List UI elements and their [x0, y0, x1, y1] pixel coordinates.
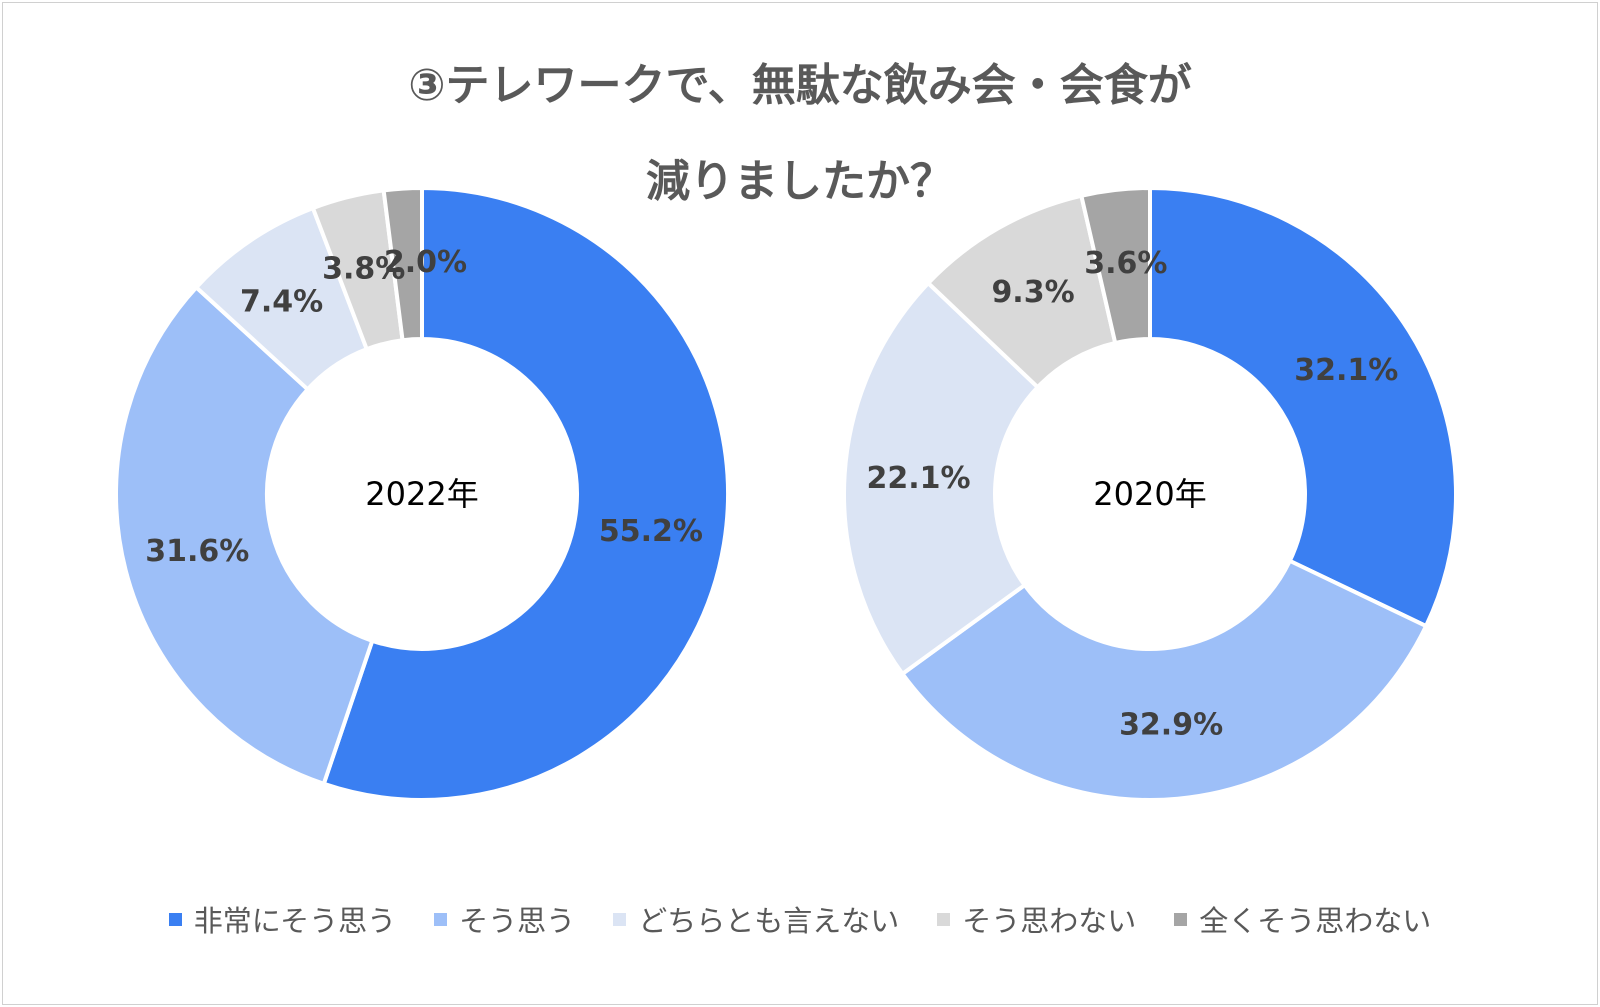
data-label: 7.4% — [240, 285, 323, 320]
legend: 非常にそう思う そう思う どちらとも言えない そう思わない 全くそう思わない — [0, 898, 1600, 940]
legend-swatch — [937, 912, 951, 926]
donut-chart-2022: 55.2% 31.6% 7.4%3.8%2.0% 2022年 — [114, 185, 730, 802]
data-label: 2.0% — [384, 245, 467, 280]
center-label: 2022年 — [365, 475, 478, 513]
data-label: 55.2% — [599, 514, 703, 549]
data-label: 22.1% — [866, 461, 970, 496]
data-label: 32.9% — [1119, 708, 1223, 743]
data-label: 32.1% — [1294, 353, 1398, 388]
legend-label: 非常にそう思う — [193, 904, 397, 938]
legend-swatch — [613, 912, 627, 926]
donut-segment — [321, 185, 730, 802]
legend-label: 全くそう思わない — [1199, 904, 1432, 938]
donut-chart-2020: 32.1% 32.9% 22.1% 9.3% 3.6% 2020年 — [842, 185, 1458, 802]
legend-swatch — [434, 912, 448, 926]
title-line-1: ③テレワークで、無駄な飲み会・会食が — [408, 60, 1192, 111]
donut-segment — [842, 280, 1041, 677]
donut-segment — [381, 185, 424, 343]
data-label: 9.3% — [991, 275, 1074, 310]
donut-segment — [114, 284, 375, 787]
data-label: 3.8% — [322, 251, 405, 286]
legend-item: 非常にそう思う — [168, 898, 397, 940]
center-label: 2020年 — [1093, 475, 1206, 513]
data-label: 3.6% — [1084, 246, 1167, 281]
legend-label: そう思わない — [962, 904, 1137, 938]
donut-segment — [899, 558, 1429, 802]
chart-title: ③テレワークで、無駄な飲み会・会食が 減りましたか？ — [0, 38, 1600, 230]
legend-label: そう思う — [459, 904, 576, 938]
data-label: 31.6% — [145, 534, 249, 569]
donut-segment — [1148, 185, 1458, 629]
legend-item: そう思わない — [937, 898, 1136, 940]
title-line-2: 減りましたか？ — [646, 156, 954, 207]
legend-label: どちらとも言えない — [638, 904, 900, 938]
legend-item: 全くそう思わない — [1174, 898, 1431, 940]
legend-item: そう思う — [434, 898, 575, 940]
legend-swatch — [168, 912, 182, 926]
legend-swatch — [1174, 912, 1188, 926]
legend-item: どちらとも言えない — [613, 898, 899, 940]
donut-segment — [1078, 185, 1152, 346]
